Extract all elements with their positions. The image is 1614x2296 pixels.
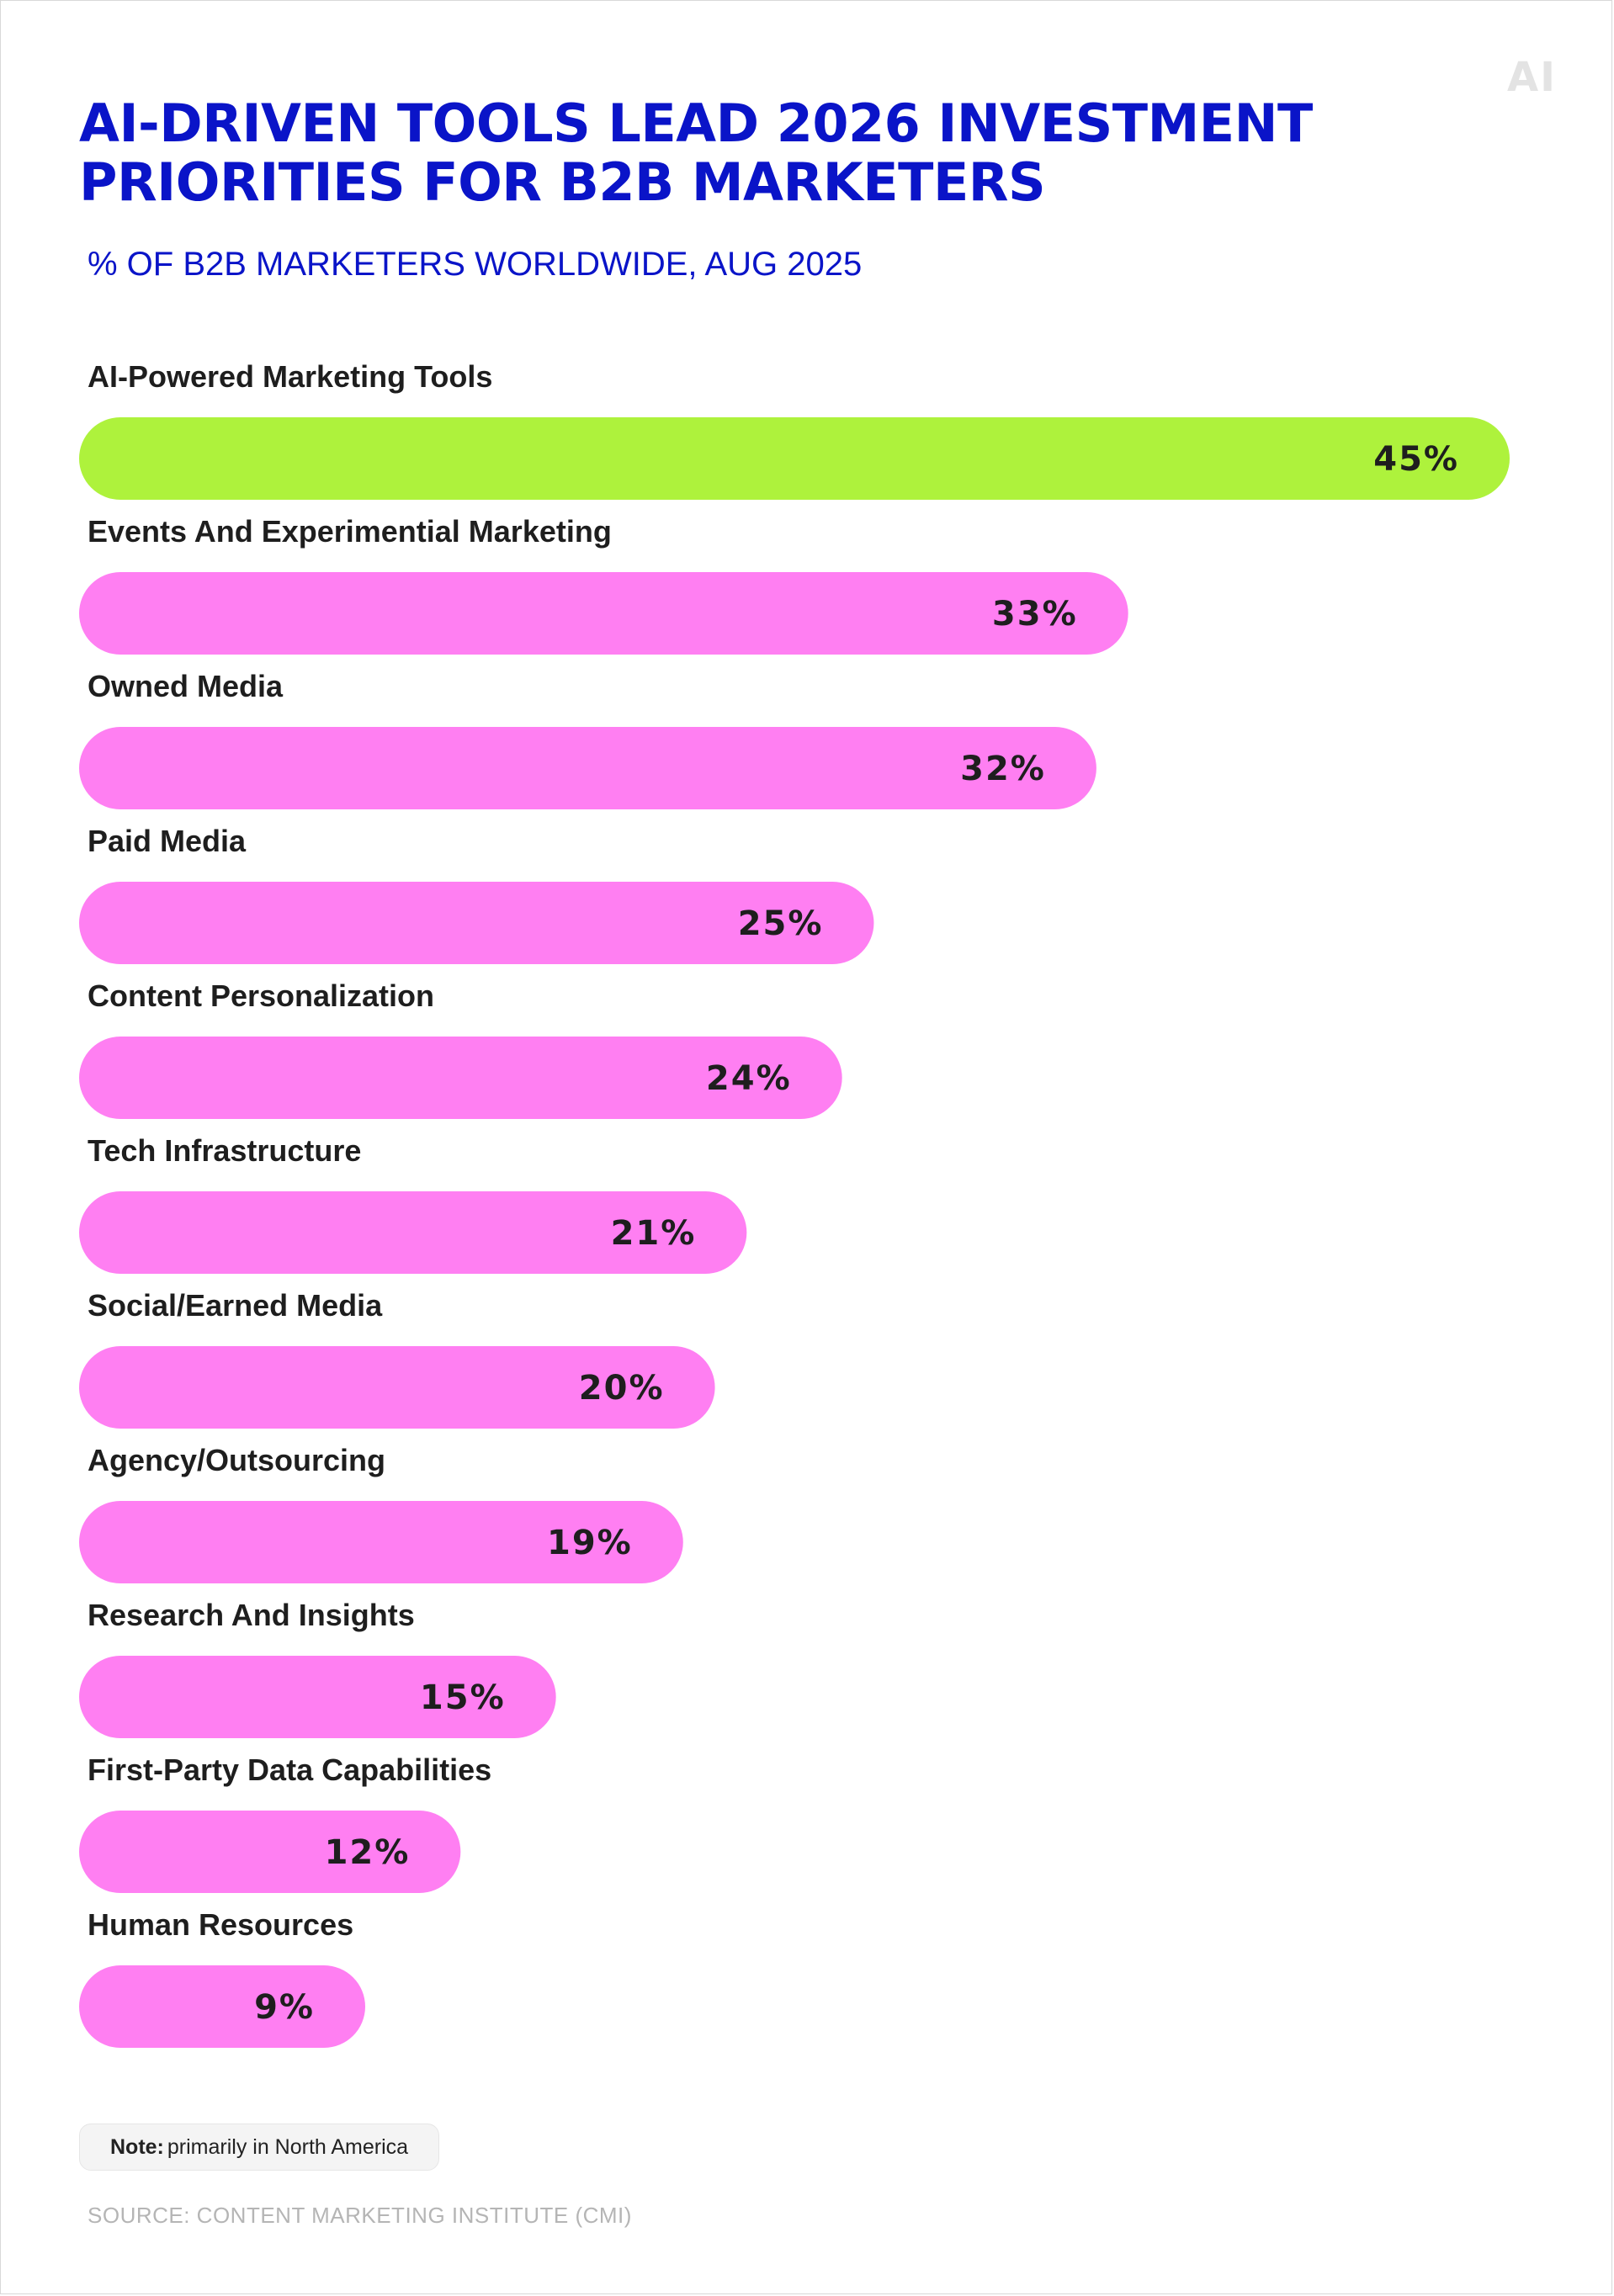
bar [79, 882, 874, 964]
source-text: SOURCE: CONTENT MARKETING INSTITUTE (CMI… [88, 2203, 632, 2228]
category-label: First-Party Data Capabilities [88, 1752, 491, 1787]
bar [79, 1501, 683, 1583]
bar [79, 1346, 715, 1429]
category-label: Human Resources [88, 1907, 353, 1942]
value-label: 21% [611, 1214, 697, 1253]
brand-logo: AI [1506, 54, 1557, 101]
category-label: Tech Infrastructure [88, 1133, 361, 1168]
bar [79, 1037, 842, 1119]
chart-title: AI-DRIVEN TOOLS LEAD 2026 INVESTMENT PRI… [79, 93, 1313, 213]
category-label: Social/Earned Media [88, 1288, 383, 1323]
bars-group: AI-Powered Marketing Tools 45% Events And … [79, 359, 1510, 2048]
bar-chart: AI-Powered Marketing Tools 45% Events And … [79, 359, 1510, 2048]
bar [79, 1811, 461, 1893]
value-label: 25% [738, 904, 824, 943]
value-label: 32% [960, 750, 1046, 788]
note-badge: Note: primarily in North America [79, 2124, 440, 2171]
bar [79, 1656, 556, 1738]
category-label: Paid Media [88, 824, 247, 858]
category-label: Agency/Outsourcing [88, 1443, 385, 1477]
note-label: Note: [110, 2134, 164, 2159]
value-label: 9% [254, 1988, 315, 2027]
bar [79, 417, 1510, 500]
chart-subtitle: % OF B2B MARKETERS WORLDWIDE, AUG 2025 [88, 246, 863, 283]
value-label: 24% [706, 1059, 792, 1098]
category-label: Content Personalization [88, 978, 434, 1013]
value-label: 15% [420, 1678, 506, 1717]
note-text: primarily in North America [167, 2134, 409, 2159]
category-label: Events And Experimential Marketing [88, 514, 612, 549]
bar [79, 572, 1128, 655]
bar [79, 1965, 365, 2048]
bar [79, 727, 1096, 809]
value-label: 20% [579, 1369, 665, 1408]
category-label: Research And Insights [88, 1598, 415, 1632]
value-label: 33% [992, 595, 1078, 634]
bar [79, 1191, 747, 1274]
category-label: AI-Powered Marketing Tools [88, 359, 492, 394]
value-label: 19% [547, 1524, 633, 1562]
value-label: 12% [325, 1833, 411, 1872]
category-label: Owned Media [88, 669, 284, 703]
value-label: 45% [1373, 440, 1459, 479]
